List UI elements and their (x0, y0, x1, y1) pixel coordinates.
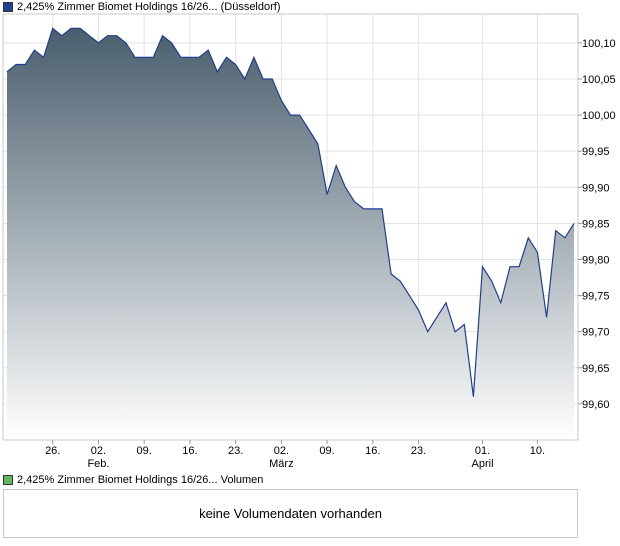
x-tick-label: 16. (182, 445, 197, 457)
x-tick-label: 23. (228, 445, 243, 457)
x-tick-label: 02. (274, 445, 289, 457)
x-tick-label: 09. (319, 445, 334, 457)
y-tick-label: 99,65 (582, 363, 610, 375)
y-tick-label: 99,85 (582, 218, 610, 230)
y-tick-label: 99,60 (582, 399, 610, 411)
x-month-label: April (472, 458, 494, 470)
y-tick-label: 99,80 (582, 254, 610, 266)
x-month-label: Feb. (87, 458, 109, 470)
volume-legend-label: 2,425% Zimmer Biomet Holdings 16/26... V… (17, 474, 264, 486)
y-tick-label: 100,05 (582, 74, 616, 86)
x-tick-label: 26. (45, 445, 60, 457)
volume-legend: 2,425% Zimmer Biomet Holdings 16/26... V… (3, 473, 263, 487)
x-tick-label: 09. (137, 445, 152, 457)
x-tick-label: 10. (530, 445, 545, 457)
y-tick-label: 100,00 (582, 110, 616, 122)
price-area (7, 28, 574, 441)
x-tick-label: 23. (411, 445, 426, 457)
price-line (6, 27, 575, 397)
price-legend: 2,425% Zimmer Biomet Holdings 16/26... (… (3, 0, 281, 14)
price-chart: 100,10 100,05 100,00 99,95 99,90 99,85 99,80 99… (2, 13, 616, 470)
y-tick-label: 99,75 (582, 291, 610, 303)
volume-panel: keine Volumendaten vorhanden (3, 489, 578, 538)
y-tick-label: 99,90 (582, 182, 610, 194)
x-month-label: März (269, 458, 293, 470)
volume-empty-message: keine Volumendaten vorhanden (199, 506, 382, 521)
x-tick-label: 02. (91, 445, 106, 457)
price-legend-label: 2,425% Zimmer Biomet Holdings 16/26... (… (17, 1, 281, 13)
y-tick-label: 99,95 (582, 146, 610, 158)
y-tick-label: 100,10 (582, 38, 616, 50)
price-legend-swatch (3, 2, 13, 12)
plot-frame (2, 13, 579, 441)
y-tick-label: 99,70 (582, 327, 610, 339)
volume-legend-swatch (3, 475, 13, 485)
x-tick-label: 01. (475, 445, 490, 457)
x-tick-label: 16. (365, 445, 380, 457)
